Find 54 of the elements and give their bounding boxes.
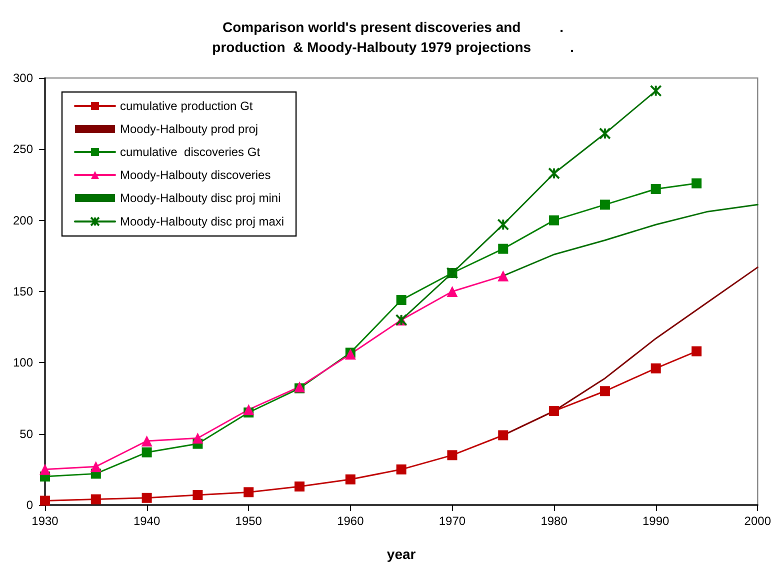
point (244, 487, 254, 498)
legend-label: cumulative discoveries Gt (120, 145, 261, 159)
point (90, 494, 101, 504)
x-tick-label: 2000 (744, 514, 772, 528)
x-tick-label: 1950 (235, 514, 262, 528)
chart-title: Comparison world's present discoveries and . production & Moody-Halbouty 1979 projections . (212, 19, 574, 55)
point (600, 386, 610, 396)
point (40, 464, 50, 475)
point (142, 492, 152, 503)
y-tick-label: 200 (12, 213, 34, 228)
point (600, 200, 610, 210)
point (90, 461, 102, 472)
point (447, 450, 458, 460)
x-tick-label: 1960 (337, 514, 364, 528)
point (345, 474, 356, 484)
point (396, 464, 406, 474)
x-tick-label: 1970 (438, 514, 466, 528)
y-tick-label: 50 (20, 426, 34, 441)
point (650, 363, 661, 374)
legend-label: Moody-Halbouty discoveries (120, 168, 271, 182)
point (650, 84, 662, 97)
point (243, 404, 254, 416)
point (498, 270, 509, 282)
y-tick-label: 100 (12, 356, 34, 370)
point (141, 435, 152, 446)
y-tick-label: 300 (12, 71, 34, 85)
y-tick-label: 0 (26, 498, 34, 512)
y-tick-label: 150 (12, 284, 34, 298)
point (598, 128, 611, 140)
point (498, 244, 508, 254)
point (396, 295, 406, 306)
point (497, 218, 510, 231)
x-tick-label: 1980 (540, 514, 568, 528)
x-tick-label: 1940 (133, 514, 160, 528)
legend-label: Moody-Halbouty disc proj maxi (120, 214, 284, 228)
point (692, 178, 702, 188)
x-axis-title: year (386, 546, 416, 562)
legend-label: Moody-Halbouty disc proj mini (120, 191, 281, 205)
legend-label: Moody-Halbouty prod proj (120, 122, 258, 136)
point (142, 447, 152, 458)
point (446, 286, 458, 297)
point (192, 432, 204, 444)
point (498, 430, 508, 440)
point (549, 406, 560, 416)
point (192, 490, 203, 500)
point (548, 167, 560, 180)
legend-label: cumulative production Gt (120, 99, 254, 113)
y-tick-label: 250 (12, 142, 34, 156)
point (650, 184, 661, 194)
point (294, 481, 305, 492)
point (692, 346, 702, 356)
x-tick-label: 1930 (32, 514, 59, 528)
point (549, 215, 560, 226)
x-tick-label: 1990 (642, 514, 670, 528)
